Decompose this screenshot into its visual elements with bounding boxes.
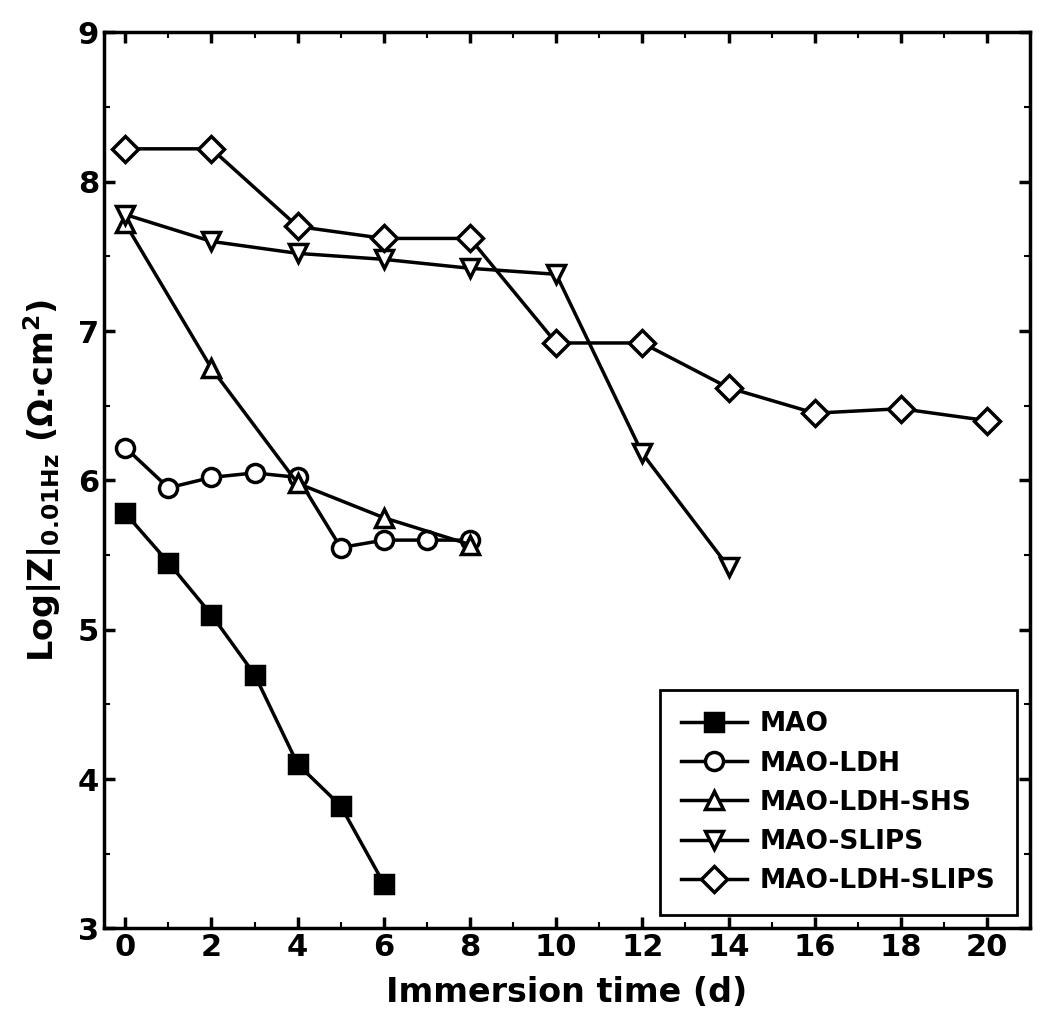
MAO-LDH-SLIPS: [291, 220, 304, 233]
Y-axis label: Log|Z|$_{\mathbf{0.01Hz}}$ ($\mathbf{\Omega}$$\mathbf{\cdot}$cm$\mathbf{^2}$): Log|Z|$_{\mathbf{0.01Hz}}$ ($\mathbf{\Om…: [21, 299, 64, 662]
MAO-LDH-SLIPS: [981, 414, 993, 426]
MAO-SLIPS: [463, 262, 476, 274]
Legend: MAO, MAO-LDH, MAO-LDH-SHS, MAO-SLIPS, MAO-LDH-SLIPS: MAO, MAO-LDH, MAO-LDH-SHS, MAO-SLIPS, MA…: [660, 690, 1017, 916]
Line: MAO-SLIPS: MAO-SLIPS: [117, 206, 738, 576]
MAO-LDH: [248, 467, 261, 479]
Line: MAO-LDH-SLIPS: MAO-LDH-SLIPS: [117, 140, 996, 430]
MAO-LDH: [119, 441, 131, 453]
MAO-LDH-SHS: [463, 539, 476, 551]
MAO-SLIPS: [550, 268, 562, 280]
MAO-LDH: [334, 542, 347, 554]
MAO: [205, 609, 218, 621]
Line: MAO: MAO: [117, 505, 393, 893]
MAO: [248, 668, 261, 681]
MAO-LDH: [162, 482, 174, 494]
MAO-LDH-SLIPS: [550, 337, 562, 349]
MAO-LDH-SLIPS: [722, 381, 735, 393]
MAO-SLIPS: [291, 247, 304, 260]
MAO: [162, 556, 174, 569]
MAO: [377, 878, 390, 890]
MAO-SLIPS: [722, 560, 735, 573]
MAO-LDH-SLIPS: [205, 142, 218, 154]
MAO-LDH: [463, 534, 476, 546]
MAO: [334, 799, 347, 812]
MAO-LDH-SHS: [205, 363, 218, 375]
MAO-LDH-SHS: [291, 477, 304, 489]
MAO-LDH-SLIPS: [377, 232, 390, 244]
MAO-LDH: [291, 471, 304, 483]
MAO-SLIPS: [205, 235, 218, 247]
MAO-LDH-SLIPS: [463, 232, 476, 244]
MAO-SLIPS: [119, 208, 131, 220]
MAO-LDH-SHS: [377, 512, 390, 524]
MAO-LDH-SLIPS: [119, 142, 131, 154]
Line: MAO-LDH-SHS: MAO-LDH-SHS: [117, 214, 479, 553]
MAO-LDH: [420, 534, 433, 546]
MAO: [291, 758, 304, 770]
MAO-LDH: [205, 471, 218, 483]
MAO-LDH: [377, 534, 390, 546]
X-axis label: Immersion time (d): Immersion time (d): [387, 976, 747, 1009]
MAO-SLIPS: [377, 253, 390, 266]
MAO-SLIPS: [636, 447, 648, 459]
MAO: [119, 507, 131, 519]
MAO-LDH-SLIPS: [808, 407, 821, 419]
MAO-LDH-SHS: [119, 217, 131, 230]
MAO-LDH-SLIPS: [894, 403, 907, 415]
MAO-LDH-SLIPS: [636, 337, 648, 349]
Line: MAO-LDH: MAO-LDH: [117, 439, 479, 556]
